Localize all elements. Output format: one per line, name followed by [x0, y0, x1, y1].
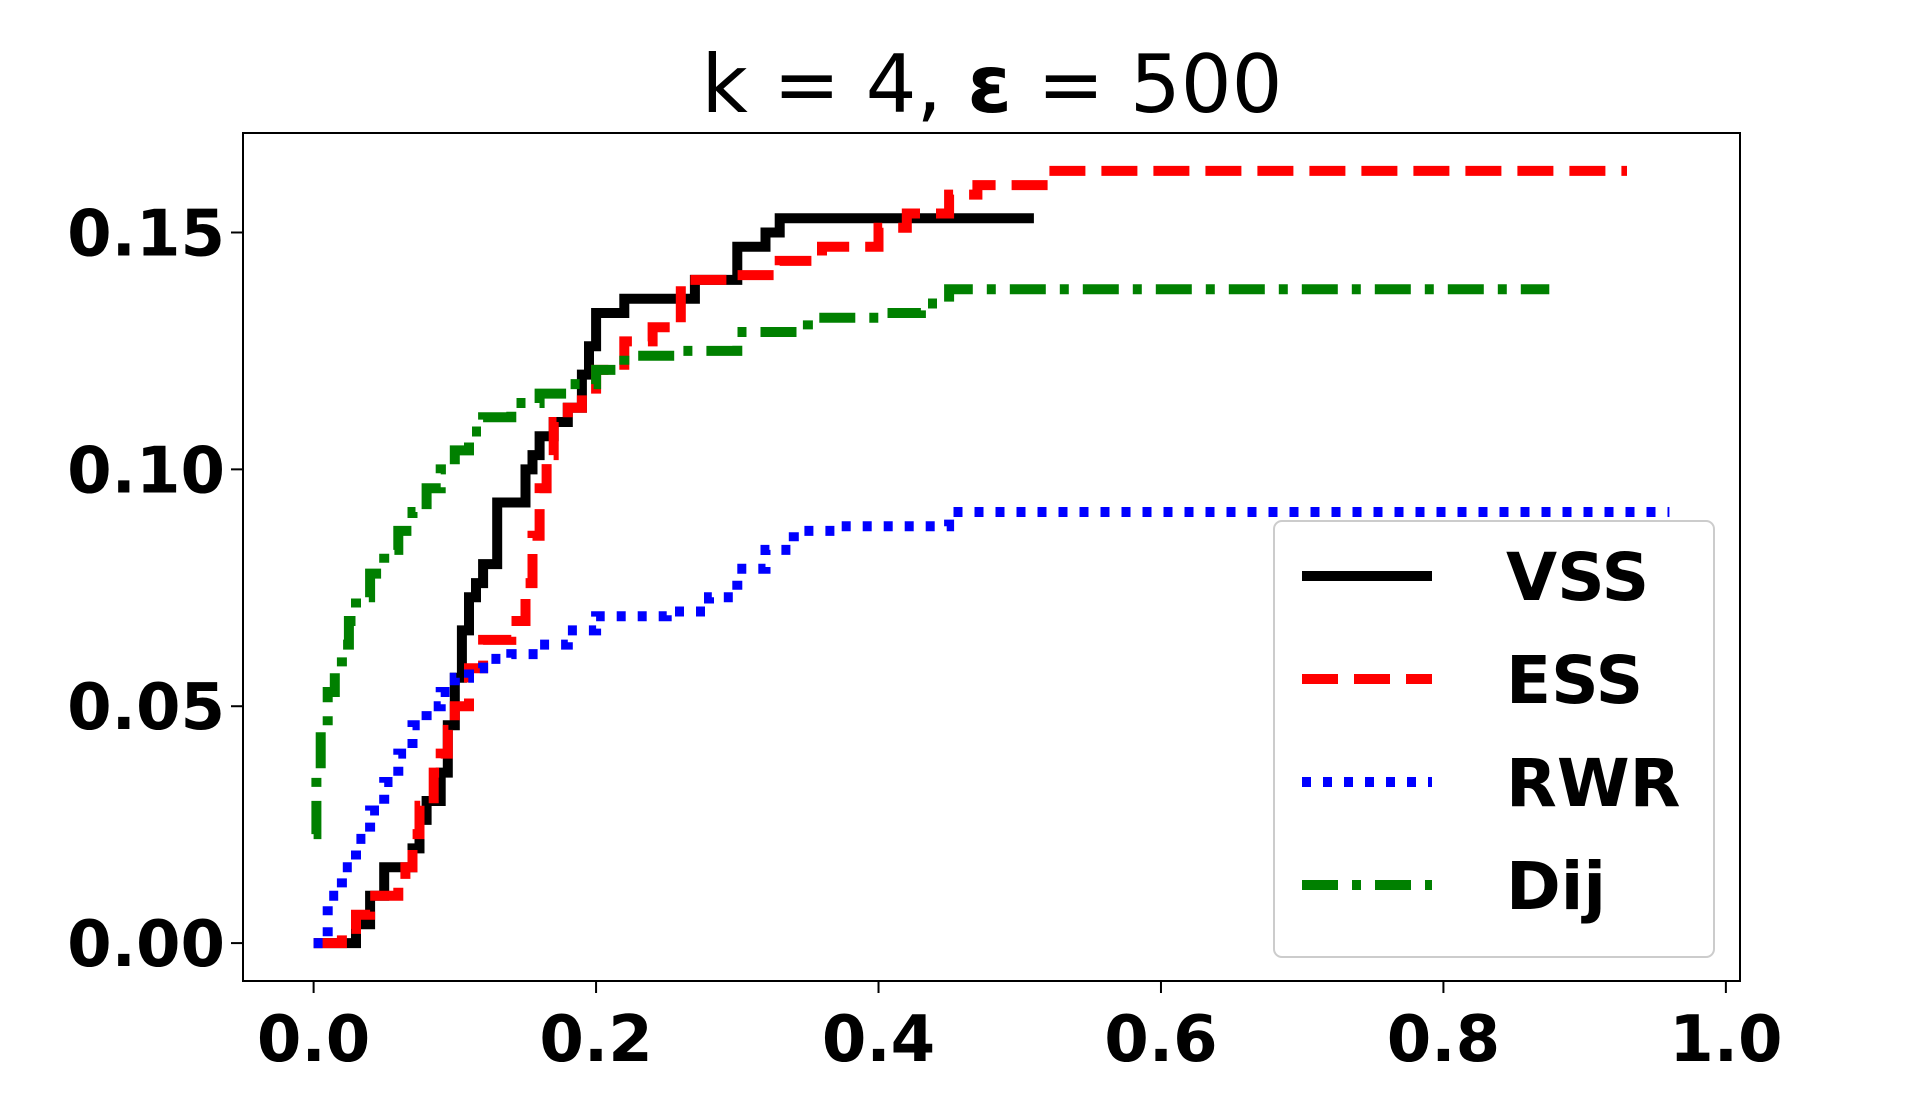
legend-label-rwr: RWR	[1506, 745, 1680, 822]
y-tick-label: 0.05	[67, 671, 225, 745]
x-tick-label: 1.0	[1669, 1003, 1782, 1077]
legend-label-vss: VSS	[1506, 539, 1649, 616]
chart-title-symbol: ε	[967, 38, 1012, 131]
y-tick-label: 0.15	[67, 197, 225, 271]
x-tick-label: 0.0	[257, 1003, 370, 1077]
legend: VSS ESS RWR Dij	[1273, 520, 1715, 958]
y-tick-label: 0.10	[67, 434, 225, 508]
chart-title: k = 4, ε = 500	[701, 38, 1282, 131]
x-axis: 0.0 0.2 0.4 0.6 0.8 1.0	[257, 981, 1783, 1077]
plot-area	[242, 132, 1741, 982]
chart-title-suffix: = 500	[1012, 38, 1283, 131]
x-tick-label: 0.2	[539, 1003, 652, 1077]
legend-box	[1273, 520, 1715, 958]
legend-label-dij: Dij	[1506, 848, 1606, 925]
x-tick-label: 0.4	[822, 1003, 935, 1077]
x-tick-label: 0.6	[1104, 1003, 1217, 1077]
series-layer	[311, 165, 1670, 949]
x-tick-label: 0.8	[1387, 1003, 1500, 1077]
series-line-ess	[313, 165, 1627, 949]
series-line-rwr	[313, 507, 1670, 949]
y-axis: 0.00 0.05 0.10 0.15	[67, 197, 243, 982]
y-tick-label: 0.00	[67, 908, 225, 982]
legend-label-ess: ESS	[1506, 642, 1643, 719]
chart-title-prefix: k = 4,	[701, 38, 967, 131]
series-line-vss	[313, 213, 1034, 949]
